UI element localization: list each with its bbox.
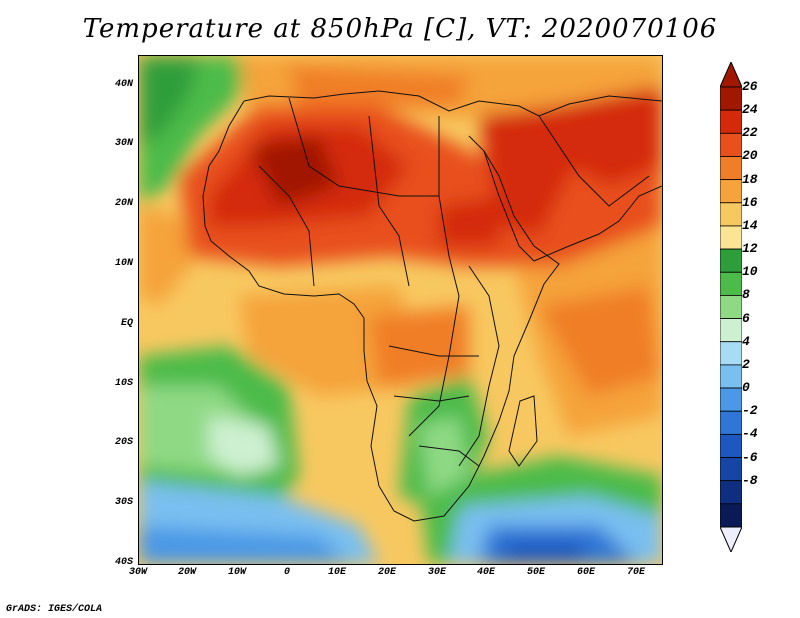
lat-label-10n: 10N — [114, 258, 133, 269]
colorbar-tick-label: -6 — [742, 449, 758, 465]
lon-label-70e: 70E — [626, 567, 645, 578]
colorbar-tick-label: 26 — [742, 79, 758, 94]
colorbar-swatch — [719, 202, 743, 227]
colorbar-tick-label: 10 — [742, 264, 758, 280]
colorbar-swatch — [719, 433, 743, 458]
colorbar-tick-label: 4 — [742, 333, 750, 349]
colorbar-swatch — [719, 271, 743, 296]
colorbar-tick-label: -8 — [742, 472, 758, 488]
colorbar-swatch — [719, 480, 743, 505]
lat-label-20s: 20S — [114, 437, 133, 448]
lat-label-30s: 30S — [114, 497, 133, 508]
colorbar-swatch — [719, 387, 743, 412]
lon-label-10w: 10W — [227, 567, 246, 578]
colorbar-bottom-arrow — [719, 526, 743, 554]
colorbar-swatch — [719, 132, 743, 157]
lon-label-0: 0 — [283, 567, 290, 578]
lat-label-30n: 30N — [114, 138, 133, 149]
colorbar-tick-label: 8 — [742, 287, 750, 303]
lat-label-20n: 20N — [114, 198, 133, 209]
lon-label-30e: 30E — [427, 567, 446, 578]
colorbar-swatch — [719, 318, 743, 343]
colorbar-tick-label: 18 — [742, 171, 758, 187]
colorbar-tick-label: 6 — [742, 310, 750, 326]
colorbar-swatch — [719, 295, 743, 319]
colorbar — [719, 60, 743, 554]
colorbar-swatch — [719, 225, 743, 250]
colorbar-swatch — [719, 156, 743, 181]
lon-label-30w: 30W — [128, 567, 147, 578]
colorbar-swatch — [719, 364, 743, 389]
lon-label-10e: 10E — [327, 567, 346, 578]
temperature-map — [138, 55, 663, 565]
colorbar-tick-label: 16 — [742, 194, 758, 210]
lon-label-40e: 40E — [476, 567, 495, 578]
lat-label-eq: EQ — [120, 318, 133, 329]
colorbar-swatch — [719, 503, 743, 528]
colorbar-swatches — [719, 60, 743, 554]
lon-label-20e: 20E — [377, 567, 396, 578]
lon-label-20w: 20W — [177, 567, 196, 578]
lat-label-40s: 40S — [114, 557, 133, 568]
colorbar-top-arrow — [719, 60, 743, 88]
colorbar-swatch — [719, 86, 743, 111]
colorbar-tick-label: 14 — [742, 217, 758, 233]
lat-label-40n: 40N — [114, 79, 133, 90]
colorbar-swatch — [719, 179, 743, 204]
colorbar-tick-label: 20 — [742, 148, 758, 164]
map-title: Temperature at 850hPa [C], VT: 202007010… — [82, 14, 718, 44]
lon-label-60e: 60E — [576, 567, 595, 578]
colorbar-swatch — [719, 410, 743, 435]
colorbar-swatch — [719, 109, 743, 134]
colorbar-swatch — [719, 457, 743, 482]
lon-label-50e: 50E — [526, 567, 545, 578]
colorbar-tick-label: 0 — [742, 380, 750, 396]
colorbar-tick-label: 2 — [742, 356, 750, 372]
lat-label-10s: 10S — [114, 378, 133, 389]
credit-text: GrADS: IGES/COLA — [6, 604, 103, 615]
temperature-field — [139, 56, 662, 564]
colorbar-tick-label: 22 — [742, 125, 758, 141]
colorbar-swatch — [719, 341, 743, 366]
colorbar-swatch — [719, 248, 743, 273]
colorbar-tick-label: -4 — [742, 426, 758, 442]
colorbar-tick-label: -2 — [742, 403, 758, 419]
colorbar-tick-label: 24 — [742, 102, 758, 118]
colorbar-tick-label: 12 — [742, 241, 758, 257]
